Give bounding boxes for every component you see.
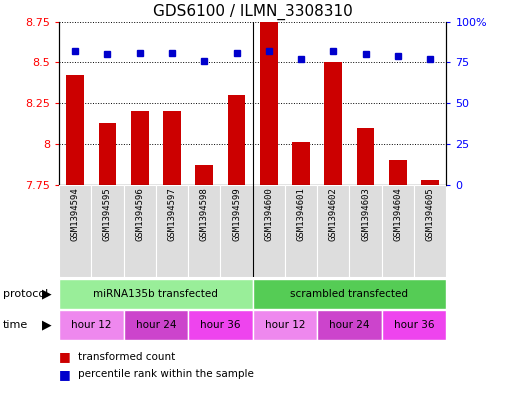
Bar (156, 185, 188, 277)
Bar (421, 180, 439, 185)
Bar (59, 279, 252, 309)
Bar (324, 62, 342, 185)
Text: protocol: protocol (3, 289, 48, 299)
Text: hour 12: hour 12 (71, 320, 111, 330)
Text: GSM1394598: GSM1394598 (200, 187, 209, 241)
Title: GDS6100 / ILMN_3308310: GDS6100 / ILMN_3308310 (153, 4, 352, 20)
Text: GSM1394604: GSM1394604 (393, 187, 402, 241)
Bar (285, 185, 317, 277)
Text: hour 24: hour 24 (329, 320, 370, 330)
Bar (260, 0, 278, 185)
Text: hour 24: hour 24 (135, 320, 176, 330)
Text: GSM1394595: GSM1394595 (103, 187, 112, 241)
Bar (163, 111, 181, 185)
Bar (195, 165, 213, 185)
Text: hour 12: hour 12 (265, 320, 305, 330)
Text: ■: ■ (59, 367, 71, 381)
Text: GSM1394603: GSM1394603 (361, 187, 370, 241)
Bar (131, 111, 149, 185)
Bar (66, 75, 84, 185)
Bar (317, 310, 382, 340)
Text: GSM1394599: GSM1394599 (232, 187, 241, 241)
Bar (349, 185, 382, 277)
Bar (91, 185, 124, 277)
Bar (59, 310, 124, 340)
Bar (252, 310, 317, 340)
Bar (252, 185, 285, 277)
Bar (414, 185, 446, 277)
Text: transformed count: transformed count (78, 352, 176, 362)
Text: GSM1394602: GSM1394602 (329, 187, 338, 241)
Bar (317, 185, 349, 277)
Text: GSM1394596: GSM1394596 (135, 187, 144, 241)
Bar (228, 95, 245, 185)
Bar (188, 310, 252, 340)
Bar (124, 185, 156, 277)
Text: percentile rank within the sample: percentile rank within the sample (78, 369, 254, 379)
Bar (382, 185, 414, 277)
Bar (382, 310, 446, 340)
Text: GSM1394605: GSM1394605 (426, 187, 435, 241)
Text: ■: ■ (59, 350, 71, 364)
Bar (59, 185, 91, 277)
Text: hour 36: hour 36 (394, 320, 435, 330)
Text: time: time (3, 320, 28, 330)
Bar (188, 185, 221, 277)
Text: hour 36: hour 36 (200, 320, 241, 330)
Bar (252, 279, 446, 309)
Text: ▶: ▶ (43, 287, 52, 300)
Bar (124, 310, 188, 340)
Bar (357, 128, 374, 185)
Text: GSM1394597: GSM1394597 (167, 187, 176, 241)
Bar (389, 160, 407, 185)
Bar (292, 142, 310, 185)
Text: miRNA135b transfected: miRNA135b transfected (93, 289, 218, 299)
Text: ▶: ▶ (43, 319, 52, 332)
Bar (98, 123, 116, 185)
Text: GSM1394594: GSM1394594 (71, 187, 80, 241)
Text: GSM1394601: GSM1394601 (297, 187, 306, 241)
Bar (221, 185, 252, 277)
Text: scrambled transfected: scrambled transfected (290, 289, 408, 299)
Text: GSM1394600: GSM1394600 (264, 187, 273, 241)
